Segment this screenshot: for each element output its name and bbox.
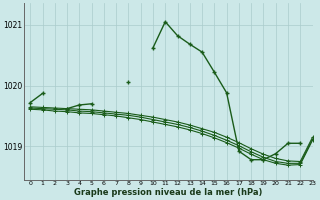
X-axis label: Graphe pression niveau de la mer (hPa): Graphe pression niveau de la mer (hPa) <box>74 188 262 197</box>
